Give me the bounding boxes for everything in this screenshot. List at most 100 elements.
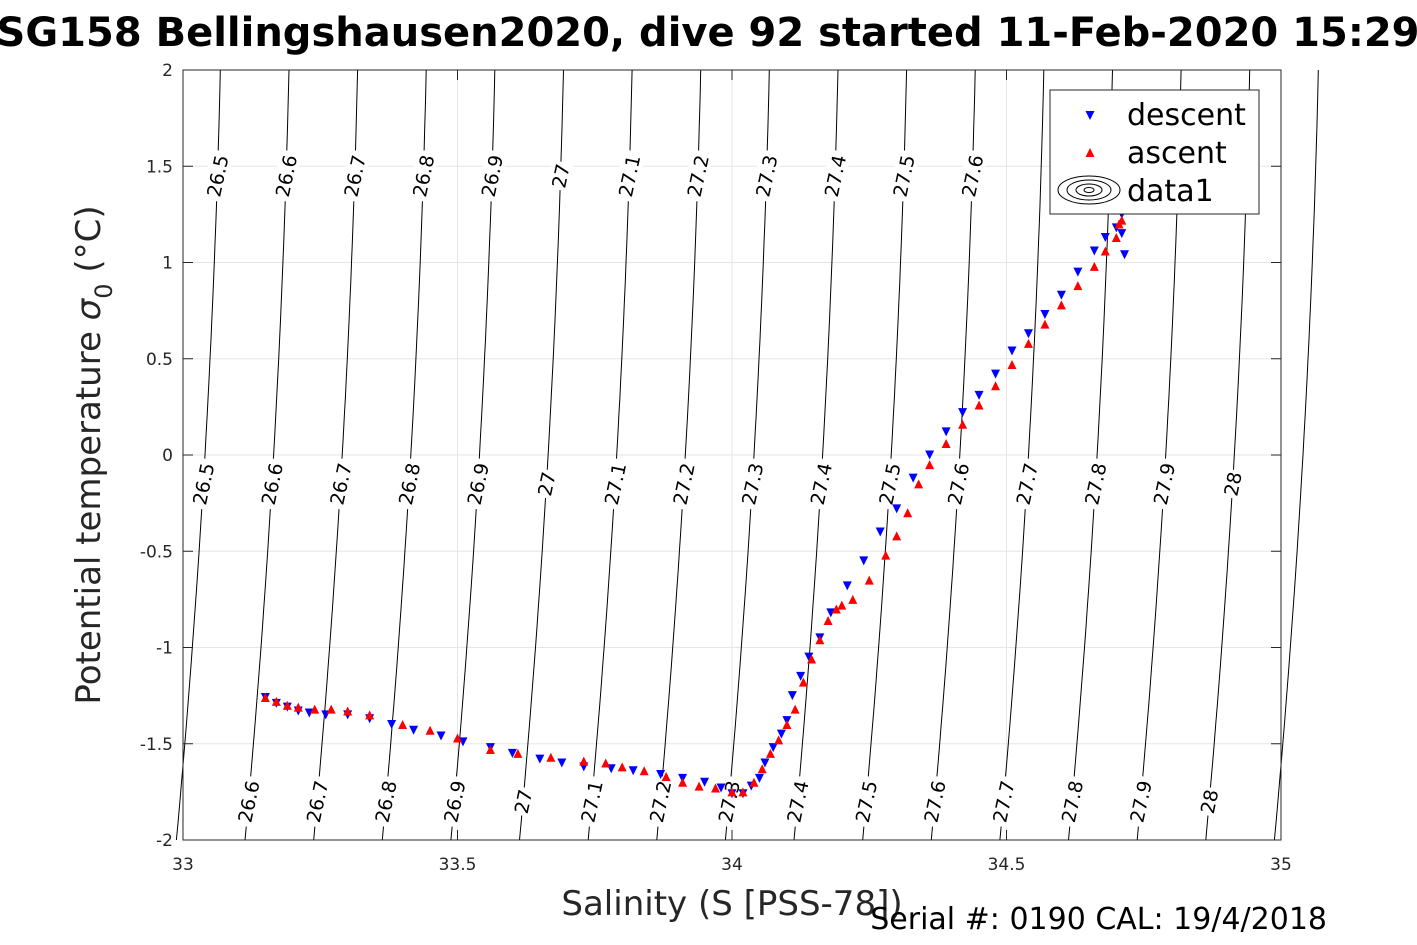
y-tick-label: 2 bbox=[162, 61, 173, 81]
descent-point bbox=[1117, 229, 1127, 239]
contour-label-bg bbox=[393, 457, 426, 511]
contour-label-bg bbox=[461, 457, 494, 511]
legend-contour-icon bbox=[1057, 175, 1121, 205]
ascent-point bbox=[831, 604, 841, 614]
descent-point bbox=[1007, 346, 1017, 356]
contour-label: 27 bbox=[534, 470, 561, 498]
descent-point bbox=[628, 766, 638, 776]
y-tick-label: -2 bbox=[156, 831, 173, 851]
ascent-point bbox=[1073, 281, 1083, 291]
descent-point bbox=[941, 427, 951, 437]
legend-ascent-label: ascent bbox=[1127, 136, 1227, 171]
ascent-point bbox=[941, 438, 951, 448]
descent-point bbox=[925, 450, 935, 460]
contour-label-bg bbox=[475, 149, 508, 203]
contour-label-bg bbox=[1010, 457, 1043, 511]
contour-label-bg bbox=[232, 774, 265, 829]
descent-point bbox=[1023, 329, 1033, 339]
descent-point bbox=[754, 773, 764, 783]
descent-point bbox=[859, 556, 869, 566]
x-axis-label: Salinity (S [PSS-78]) bbox=[561, 884, 902, 924]
contour-label-group: 28 bbox=[1195, 785, 1224, 818]
ascent-point bbox=[1056, 300, 1066, 310]
descent-point bbox=[700, 777, 710, 787]
contour-label-group: 26.9 bbox=[461, 457, 494, 511]
ascent-point bbox=[848, 594, 858, 604]
descent-point bbox=[892, 504, 902, 514]
contour-label: 27 bbox=[548, 162, 575, 190]
isopycnal-27.7 bbox=[999, 69, 1045, 841]
ascent-point bbox=[974, 400, 984, 410]
descent-point bbox=[1056, 290, 1066, 300]
contour-label-group: 27.4 bbox=[804, 457, 837, 511]
descent-point bbox=[875, 527, 885, 537]
contour-label-bg bbox=[201, 149, 234, 203]
ascent-point bbox=[617, 762, 627, 772]
serial-calibration-note: Serial #: 0190 CAL: 19/4/2018 bbox=[870, 902, 1327, 937]
contour-label-group: 26.6 bbox=[270, 149, 302, 203]
y-axis-label-sigma: σ bbox=[69, 297, 109, 320]
legend-ascent-marker bbox=[1085, 148, 1095, 157]
ascent-point bbox=[864, 575, 874, 585]
y-axis-label-main: Potential temperature bbox=[69, 320, 109, 704]
descent-point bbox=[409, 725, 419, 735]
ascent-point bbox=[837, 600, 847, 610]
descent-point bbox=[991, 369, 1001, 379]
ascent-point bbox=[774, 735, 784, 745]
contour-label-bg bbox=[819, 149, 851, 203]
ascent-point bbox=[1111, 232, 1121, 242]
contour-label-bg bbox=[369, 774, 402, 829]
x-tick-label: 34.5 bbox=[988, 855, 1026, 875]
descent-point bbox=[387, 720, 397, 729]
contour-label-bg bbox=[509, 785, 537, 818]
descent-point bbox=[304, 708, 314, 718]
descent-point bbox=[1040, 309, 1050, 319]
contour-label: 28 bbox=[1197, 788, 1224, 816]
y-tick-label: 0.5 bbox=[146, 350, 173, 370]
contour-label-bg bbox=[1079, 457, 1112, 511]
ascent-point bbox=[958, 419, 968, 429]
contour-label-bg bbox=[887, 149, 920, 203]
ascent-point bbox=[815, 635, 825, 645]
ascent-point bbox=[738, 787, 748, 797]
descent-point bbox=[974, 390, 984, 400]
y-axis-ticks: -2 -1.5 -1 -0.5 0 0.5 1 1.5 2 bbox=[140, 61, 1281, 851]
x-tick-label: 33.5 bbox=[439, 855, 477, 875]
contour-label-bg bbox=[599, 457, 631, 511]
ascent-point bbox=[991, 381, 1001, 391]
contour-label-group: 27 bbox=[509, 785, 537, 818]
x-tick-label: 34 bbox=[721, 855, 743, 875]
ascent-point bbox=[1089, 261, 1099, 271]
legend-data1-label: data1 bbox=[1127, 174, 1214, 209]
ascent-point bbox=[782, 720, 792, 729]
ascent-point bbox=[881, 550, 891, 560]
contour-label-group: 27.8 bbox=[1079, 457, 1112, 511]
data-points bbox=[260, 209, 1130, 799]
contour-label-group: 27.5 bbox=[850, 774, 882, 829]
contour-label-bg bbox=[338, 149, 371, 203]
descent-point bbox=[787, 691, 797, 701]
ascent-point bbox=[1040, 319, 1050, 329]
isopycnal-27 bbox=[519, 69, 564, 841]
descent-point bbox=[842, 581, 852, 591]
legend-descent-label: descent bbox=[1127, 98, 1246, 133]
contour-label-group: 27 bbox=[532, 467, 561, 500]
ascent-point bbox=[601, 758, 611, 768]
contour-label-bg bbox=[804, 457, 837, 511]
ascent-point bbox=[260, 693, 270, 703]
ascent-point bbox=[310, 704, 320, 714]
y-tick-label: 1 bbox=[162, 254, 173, 274]
contour-label-bg bbox=[187, 457, 220, 511]
contour-label-bg bbox=[613, 149, 646, 203]
contour-label-bg bbox=[546, 159, 575, 192]
contour-label-bg bbox=[324, 457, 357, 511]
ascent-point bbox=[425, 725, 435, 735]
contour-label-group: 28 bbox=[1219, 467, 1247, 500]
y-tick-label: -0.5 bbox=[140, 542, 173, 562]
ascent-point bbox=[711, 783, 721, 793]
ascent-point bbox=[579, 756, 589, 766]
legend-box bbox=[1049, 89, 1260, 215]
contour-label-bg bbox=[644, 774, 677, 829]
ascent-point bbox=[1100, 246, 1110, 256]
ascent-point bbox=[639, 766, 649, 776]
